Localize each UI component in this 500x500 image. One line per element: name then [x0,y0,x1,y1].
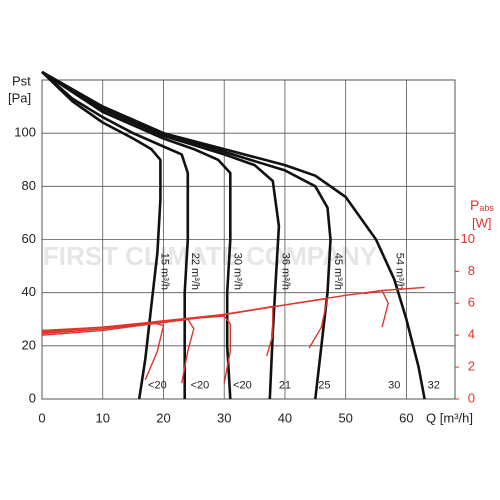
pressure-curve [41,70,426,400]
x-tick-label: 40 [278,410,292,425]
noise-label: <20 [233,380,252,392]
y-tick-label: 100 [14,125,36,140]
pressure-curve [41,71,190,399]
power-curve [41,315,231,384]
y2-label: Pabs [470,197,494,214]
pressure-curve [41,70,332,400]
power-curve [363,289,389,328]
y-tick-label: 80 [22,178,36,193]
y2-tick-label: 6 [468,295,475,310]
y2-label-sub: abs [479,203,494,213]
watermark: FIRST CLIMATE COMPANY [43,241,377,271]
noise-label: 25 [318,380,330,392]
x-tick-label: 60 [399,410,413,425]
y2-tick-label: 0 [468,390,475,405]
y-label-unit: [Pa] [8,90,31,105]
curve-label: 30 m³/h [232,253,244,290]
curve-label: 36 m³/h [279,253,291,290]
y2-tick-label: 10 [461,231,475,246]
y-tick-label: 40 [22,284,36,299]
noise-label: <20 [148,380,167,392]
y2-tick-label: 8 [468,263,475,278]
x-label: Q [m³/h] [426,410,473,425]
y2-label-main: P [470,197,479,213]
x-tick-label: 10 [96,410,110,425]
y-tick-label: 0 [29,390,36,405]
x-tick-label: 20 [156,410,170,425]
y2-tick-label: 4 [468,327,475,342]
x-tick-label: 50 [338,410,352,425]
y2-label-unit: [W] [472,215,492,230]
curve-label: 45 m³/h [332,253,344,290]
plot-frame [41,79,456,400]
noise-label: 21 [279,380,291,392]
y2-tick-label: 2 [468,359,475,374]
y-label: Pst [12,73,31,88]
noise-label: 30 [388,380,400,392]
curve-label: 54 m³/h [394,253,406,290]
curve-label: 15 m³/h [158,253,170,290]
y-tick-label: 60 [22,231,36,246]
y-tick-label: 20 [22,337,36,352]
pressure-curve [41,71,162,400]
noise-label: <20 [191,380,210,392]
x-tick-label: 0 [38,410,45,425]
noise-label: 32 [428,380,440,392]
pressure-curve [41,70,281,400]
x-tick-label: 30 [217,410,231,425]
curve-label: 22 m³/h [189,253,201,290]
